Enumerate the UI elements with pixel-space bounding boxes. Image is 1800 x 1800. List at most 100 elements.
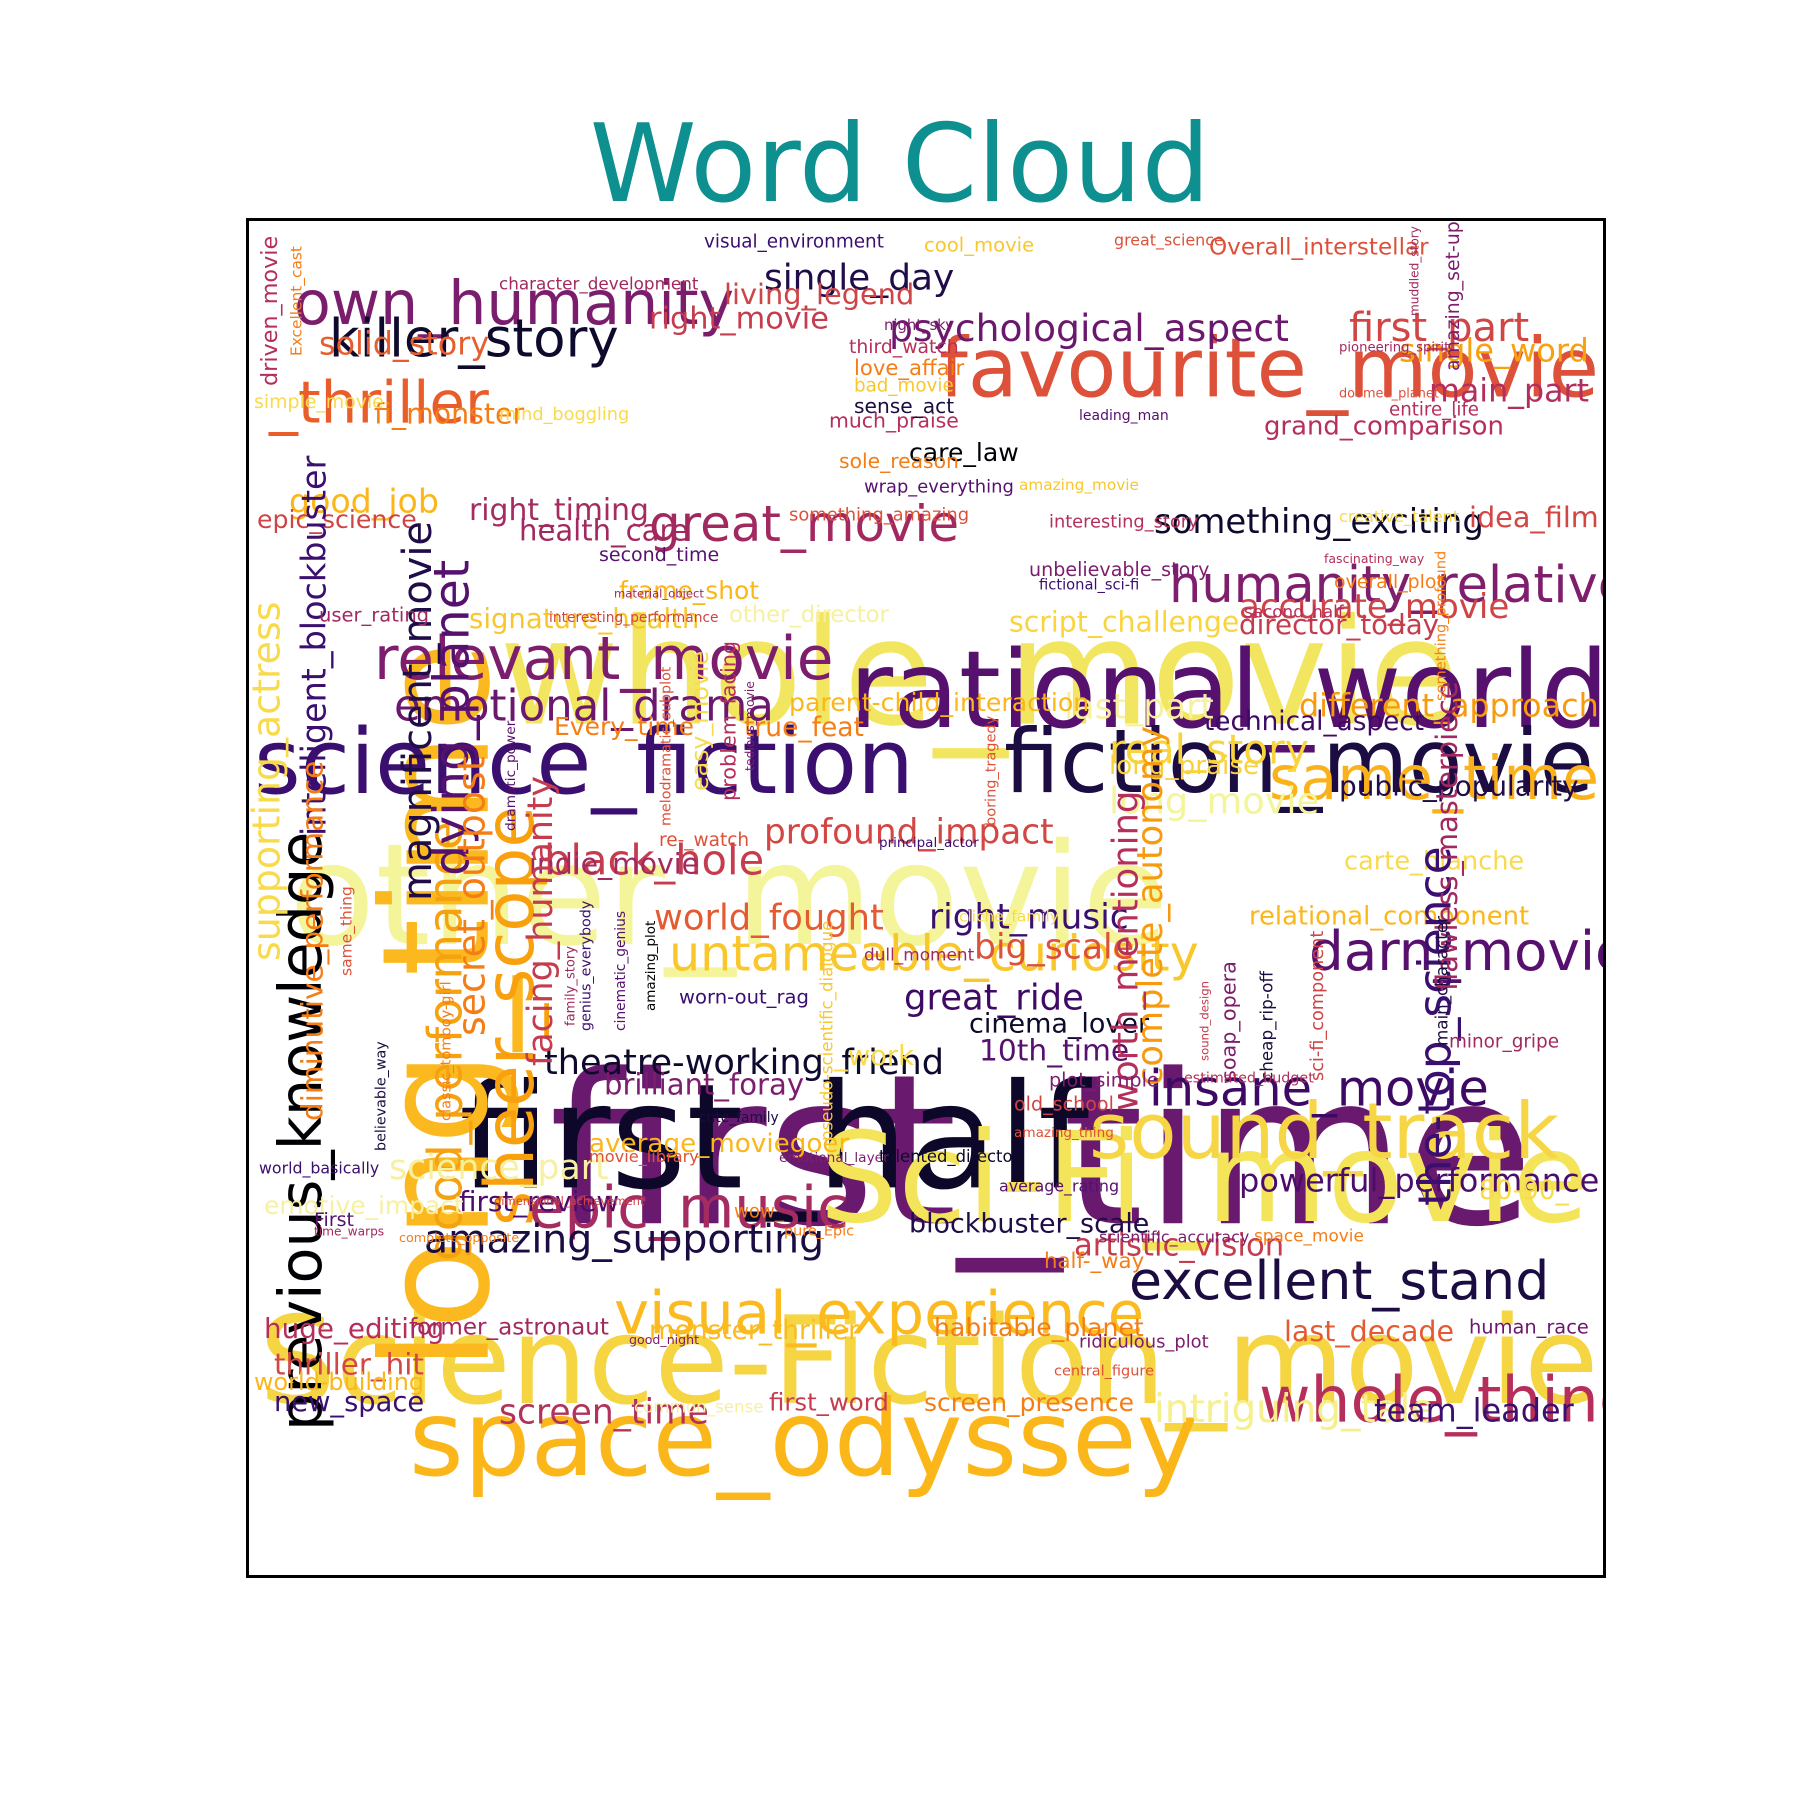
word-idea-film: idea_film: [1469, 500, 1599, 534]
word-interesting-performance: interesting_performance: [549, 610, 719, 626]
word-movie-library: movie_library: [589, 1147, 699, 1167]
word-tedious-movie: tedious_movie: [742, 681, 757, 771]
word-grand-comparison: grand_comparison: [1264, 412, 1504, 442]
word-epic-science: epic_science: [257, 505, 417, 534]
word-interesting-story: interesting_story: [1049, 511, 1199, 532]
word-epic-music: epic_music: [529, 1173, 849, 1241]
word-fiction-movie: fiction_movie: [1004, 710, 1594, 813]
word-unbelievable-story: unbelievable_story: [1029, 558, 1209, 581]
word-much-praise: much_praise: [829, 408, 959, 433]
word-other-director: other_director: [729, 602, 890, 628]
word-cloud-frame: first_time whole_movie other_movie first_ha…: [246, 218, 1606, 1578]
word-second-half: second_half: [1244, 601, 1345, 622]
word-cinema-lover: cinema_lover: [969, 1009, 1150, 1040]
word-screen-presence: screen_presence: [924, 1388, 1134, 1417]
word-facing-humanity: facing_humanity: [521, 776, 561, 1066]
word-signature-health: signature_health: [469, 603, 699, 635]
word-long-movie: long_movie: [1109, 779, 1319, 822]
word-common-sense: common_sense: [634, 1396, 764, 1417]
word-sound-track: sound_track: [1089, 1087, 1559, 1177]
word-entire-life: entire_life: [1389, 400, 1479, 421]
word-whole-thing: whole_thing: [1259, 1363, 1603, 1436]
word-blockbuster-scale: blockbuster_scale: [909, 1208, 1149, 1239]
word-living-legend: living_legend: [724, 277, 914, 311]
word-talented-director: talented_director: [879, 1147, 1019, 1167]
word-brilliant-foray: brilliant_foray: [604, 1067, 804, 1101]
word-visual-environment: visual_environment: [704, 232, 884, 253]
word-dramatic-power: dramatic_power: [503, 720, 519, 831]
word-every-time: Every_time: [554, 712, 694, 741]
word-other-movie: other_movie: [289, 814, 1169, 978]
word-secret-outpost: secret_outpost: [449, 756, 493, 1036]
word-accurate-movie: accurate_movie: [1239, 587, 1509, 627]
word-sci-fi-component: sci-fi_component: [1308, 931, 1328, 1081]
word-plot-simple: plot_simple: [1049, 1068, 1159, 1091]
word-leading-man: leading_man: [1079, 408, 1169, 424]
word-cute-family: cute_family: [699, 1110, 779, 1126]
word-technical-aspect: technical_aspect: [1204, 707, 1424, 737]
word-the-top-science: the-top_science: [1408, 846, 1461, 1206]
word-sheer-scope: sheer_scope: [470, 806, 549, 1226]
word-central-figure: central_figure: [1054, 1364, 1154, 1380]
word-wow: wow_: [734, 1202, 785, 1223]
word-mind-boggling: mind_boggling: [499, 405, 629, 425]
word-genius-everybody: genius_everybody: [578, 900, 594, 1031]
word-black-hole: black_hole: [544, 835, 764, 884]
word-habitable-planet: habitable_planet: [934, 1313, 1144, 1342]
word-science-fiction: science_fiction: [254, 711, 914, 815]
word-dying-planet: dying_planet: [422, 560, 480, 876]
word-first-time: first_time: [549, 1030, 1534, 1273]
word-parent-child-interaction: parent-child_interaction: [789, 688, 1089, 717]
word-creative-talent: creative_talent: [1339, 507, 1459, 527]
word-pseudo-scientific-dialogue: pseudo-scientific_dialogue: [817, 921, 837, 1141]
word-emotional-layer: emotional_layer: [779, 1150, 889, 1166]
word-visual-experience: visual_experience: [614, 1278, 1144, 1347]
word-something-profound: something_profound: [1433, 551, 1450, 701]
word-carte-blanche: carte_blanche: [1344, 846, 1524, 876]
word-thriller: _thriller: [268, 368, 489, 436]
word-whole-movie: whole_movie: [499, 587, 1459, 759]
word-rational-world: rational_world: [849, 628, 1603, 753]
word-problem-facing: problem_facing: [717, 641, 741, 801]
word-great-movie: great_movie: [649, 495, 959, 553]
word-last-decade: last_decade: [1284, 1315, 1454, 1348]
word-science-part: science_part: [389, 1148, 609, 1188]
word-bad-movie: bad_movie: [854, 376, 954, 397]
word-average-moviegoer: average_moviegoer: [589, 1129, 849, 1159]
word-great-ride: great_ride: [904, 977, 1084, 1018]
word-untameable-curiosity: untameable_curiosity: [669, 924, 1199, 982]
word-different-approach: different_approach: [1299, 687, 1599, 724]
word-old-school: old_school: [1014, 1092, 1114, 1115]
word-wrap-everything: wrap_everything: [864, 476, 1014, 497]
word-flawless-masterpiece: flawless_masterpiece: [1430, 681, 1464, 991]
word-muddled-story: muddled_story: [1408, 226, 1422, 316]
word-theatre-working-friend: theatre-working_friend: [544, 1042, 944, 1083]
word-profound-impact: profound_impact: [764, 812, 1054, 852]
word-public-popularity: public_popularity: [1339, 769, 1579, 802]
word-ridiculous-plot: ridiculous_plot: [1079, 1331, 1209, 1352]
word-main-character: main_character: [1431, 916, 1452, 1046]
word-worn-out-rag: worn-out_rag: [679, 986, 809, 1009]
word-same-time: same_time: [1269, 744, 1599, 814]
word-frame-shot: frame_shot: [619, 576, 759, 605]
word-easy-movie: easy_movie: [686, 651, 714, 791]
word-fascinating-way: fascinating_way: [1324, 551, 1425, 566]
word-thriller-hit: thriller_hit: [274, 1348, 424, 1382]
word-sense-act: sense_act: [854, 394, 954, 418]
word-believable-way: believable_way: [373, 1041, 389, 1151]
word-magnificent-movie: magnificent_movie: [395, 521, 441, 901]
word-great-science: great_science: [1114, 231, 1224, 251]
word-principal-actor: principal_actor: [879, 835, 979, 851]
word-world-basically: world_basically: [259, 1159, 379, 1179]
word-previous-knowledge: previous_knowledge: [266, 832, 335, 1431]
word-big-scale: big_scale: [974, 928, 1134, 968]
word-darn-movie: darn_movie: [1309, 919, 1603, 983]
word-intelligent-blockbuster: intelligent_blockbuster: [295, 455, 334, 836]
word-pioneering-spirit: pioneering_spirit: [1339, 341, 1449, 356]
word-script-challenge: script_challenge: [1009, 606, 1239, 639]
word-relevant-movie: relevant_movie: [374, 625, 834, 694]
word-doomed-planet: doomed_planet: [1339, 386, 1439, 401]
word-overall-plot: overall_plot: [1334, 571, 1444, 593]
word-favourite-movie: favourite_movie: [939, 321, 1599, 416]
word-diminutive-performance: diminutive_performance: [296, 761, 330, 1121]
